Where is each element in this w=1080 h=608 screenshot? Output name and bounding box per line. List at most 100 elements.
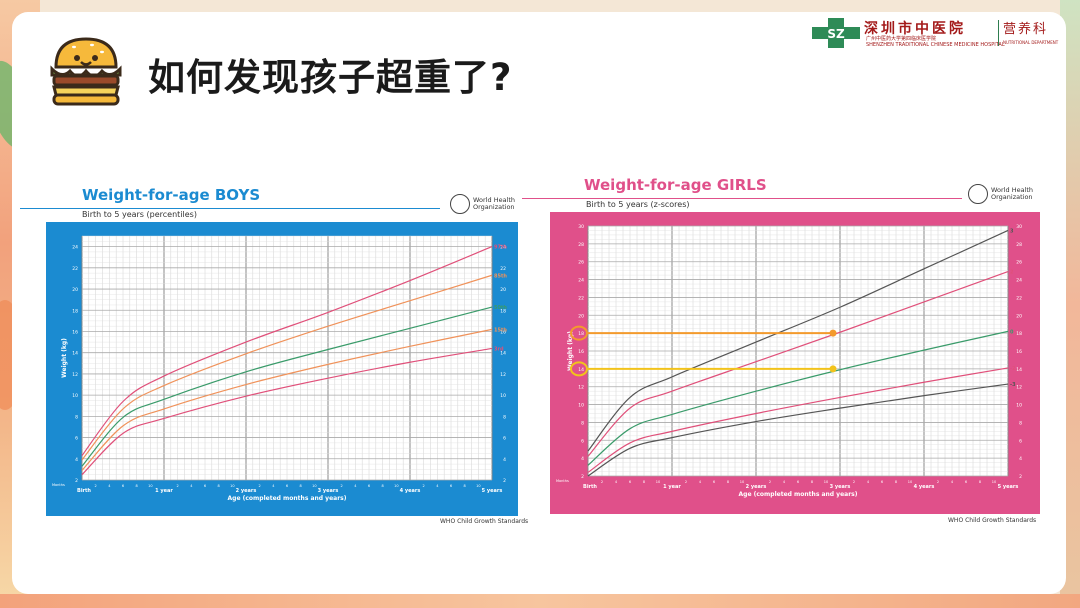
x-minor-tick-label: 10 bbox=[740, 480, 744, 484]
y-tick-label-right: 28 bbox=[1016, 242, 1022, 248]
y-tick-label: 24 bbox=[72, 245, 78, 251]
x-minor-tick-label: 2 bbox=[95, 484, 97, 488]
y-tick-label: 8 bbox=[75, 414, 78, 420]
y-tick-label-right: 8 bbox=[503, 414, 506, 420]
x-minor-tick-label: 8 bbox=[727, 480, 729, 484]
x-minor-tick-label: 2 bbox=[341, 484, 343, 488]
x-minor-tick-label: 8 bbox=[643, 480, 645, 484]
series-label: 50th bbox=[494, 305, 507, 311]
who-globe-icon bbox=[968, 184, 988, 204]
x-minor-tick-label: 10 bbox=[312, 484, 316, 488]
who-line-1: World Health bbox=[473, 196, 516, 204]
x-major-tick-label: 5 years bbox=[482, 488, 503, 494]
x-major-tick-label: 5 years bbox=[998, 484, 1019, 490]
x-minor-tick-label: 4 bbox=[783, 480, 786, 484]
who-logo: World Health Organization bbox=[968, 184, 1040, 206]
x-minor-tick-label: 2 bbox=[937, 480, 939, 484]
x-axis-label: Age (completed months and years) bbox=[228, 495, 347, 502]
x-minor-tick-label: 10 bbox=[908, 480, 912, 484]
series-line bbox=[81, 328, 493, 471]
y-tick-label-right: 10 bbox=[500, 393, 506, 399]
who-line-2: Organization bbox=[473, 203, 515, 211]
y-tick-label-right: 18 bbox=[500, 308, 506, 314]
logo-mark-text: SZ bbox=[827, 27, 845, 41]
y-tick-label-right: 8 bbox=[1019, 420, 1022, 426]
x-minor-tick-label: 4 bbox=[190, 484, 193, 488]
y-axis-label: Weight (kg) bbox=[567, 331, 574, 371]
y-tick-label-right: 14 bbox=[500, 351, 506, 357]
hospital-subtitle-cn: 广州中医药大学第四临床医学院 bbox=[866, 36, 937, 42]
y-axis-label: Weight (kg) bbox=[61, 338, 68, 378]
x-minor-tick-label: 4 bbox=[354, 484, 357, 488]
y-tick-label-right: 26 bbox=[1016, 260, 1022, 266]
x-major-tick-label: 1 year bbox=[663, 484, 681, 490]
x-axis-label: Age (completed months and years) bbox=[739, 491, 858, 498]
x-minor-tick-label: 4 bbox=[615, 480, 618, 484]
chart-footer: WHO Child Growth Standards bbox=[948, 517, 1037, 524]
highlight-point bbox=[829, 329, 837, 337]
x-minor-tick-label: 4 bbox=[436, 484, 439, 488]
y-tick-label: 22 bbox=[72, 266, 78, 272]
y-tick-label: 18 bbox=[578, 331, 584, 337]
y-tick-label: 2 bbox=[581, 474, 584, 480]
x-minor-tick-label: 6 bbox=[965, 480, 967, 484]
series-label: 3rd bbox=[494, 346, 504, 352]
y-tick-label: 10 bbox=[578, 403, 584, 409]
y-tick-label-right: 12 bbox=[1016, 385, 1022, 391]
x-major-tick-label: 2 years bbox=[746, 484, 767, 490]
series-line bbox=[587, 367, 1009, 473]
x-minor-tick-label: 2 bbox=[259, 484, 261, 488]
who-logo: World Health Organization bbox=[450, 194, 520, 216]
x-minor-tick-label: 2 bbox=[601, 480, 603, 484]
y-tick-label: 20 bbox=[72, 287, 78, 293]
series-line bbox=[81, 246, 493, 456]
x-minor-tick-label: 8 bbox=[979, 480, 981, 484]
logo-divider bbox=[998, 20, 999, 46]
y-tick-label: 8 bbox=[581, 420, 584, 426]
y-tick-label: 14 bbox=[578, 367, 584, 373]
x-minor-tick-label: 10 bbox=[148, 484, 152, 488]
months-label: Months bbox=[556, 479, 569, 483]
x-minor-tick-label: 10 bbox=[476, 484, 480, 488]
x-minor-tick-label: 6 bbox=[797, 480, 799, 484]
x-minor-tick-label: 2 bbox=[423, 484, 425, 488]
y-tick-label: 12 bbox=[72, 372, 78, 378]
x-major-tick-label: Birth bbox=[583, 484, 597, 490]
y-tick-label: 6 bbox=[75, 436, 78, 442]
x-major-tick-label: 2 years bbox=[236, 488, 257, 494]
series-label: 0 bbox=[1010, 329, 1014, 335]
hospital-name: 深圳市中医院 bbox=[864, 21, 966, 37]
y-tick-label: 14 bbox=[72, 351, 78, 357]
y-tick-label-right: 24 bbox=[500, 245, 506, 251]
x-minor-tick-label: 4 bbox=[699, 480, 702, 484]
hospital-subtitle: 广州中医药大学第四临床医学院 SHENZHEN TRADITIONAL CHIN… bbox=[866, 36, 1005, 48]
x-minor-tick-label: 2 bbox=[177, 484, 179, 488]
x-minor-tick-label: 6 bbox=[122, 484, 124, 488]
title-rule bbox=[522, 198, 962, 199]
who-line-1: World Health bbox=[991, 186, 1034, 194]
x-minor-tick-label: 10 bbox=[656, 480, 660, 484]
hospital-cross-icon: SZ bbox=[812, 18, 860, 48]
series-line bbox=[587, 270, 1009, 457]
y-tick-label-right: 2 bbox=[1019, 474, 1022, 480]
y-tick-label: 6 bbox=[581, 438, 584, 444]
y-tick-label: 26 bbox=[578, 260, 584, 266]
x-minor-tick-label: 6 bbox=[881, 480, 883, 484]
series-label: 2 bbox=[1010, 270, 1014, 276]
y-tick-label-right: 22 bbox=[1016, 295, 1022, 301]
y-tick-label: 16 bbox=[72, 329, 78, 335]
highlight-ring bbox=[570, 361, 588, 377]
y-tick-label-right: 24 bbox=[1016, 278, 1022, 284]
department-name-en: NUTRITIONAL DEPARTMENT bbox=[1003, 40, 1059, 45]
x-minor-tick-label: 6 bbox=[368, 484, 370, 488]
hospital-logo: SZ 深圳市中医院 广州中医药大学第四临床医学院 SHENZHEN TRADIT… bbox=[812, 16, 1062, 52]
y-tick-label-right: 16 bbox=[500, 329, 506, 335]
background-bottom-decoration bbox=[0, 594, 1080, 608]
y-tick-label: 28 bbox=[578, 242, 584, 248]
x-minor-tick-label: 8 bbox=[218, 484, 220, 488]
series-line bbox=[81, 306, 493, 467]
y-tick-label-right: 10 bbox=[1016, 403, 1022, 409]
x-minor-tick-label: 6 bbox=[286, 484, 288, 488]
x-minor-tick-label: 8 bbox=[464, 484, 466, 488]
